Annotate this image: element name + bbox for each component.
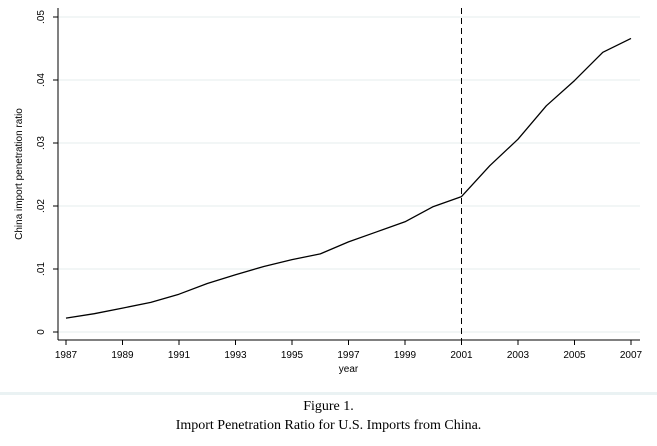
gridlines [58, 16, 640, 333]
y-tick-label: .02 [36, 199, 47, 213]
x-tick-label: 2001 [450, 350, 473, 361]
x-tick-label: 1989 [111, 350, 134, 361]
x-axis-ticks: 1987 1989 1991 1993 1995 1997 1999 2001 2003 2005… [55, 340, 643, 361]
x-tick-label: 2007 [620, 350, 643, 361]
x-tick-label: 1999 [394, 350, 417, 361]
y-axis-ticks: 0 .01 .02 .03 .04 .05 [36, 10, 58, 335]
y-tick-label: 0 [36, 329, 47, 335]
figure-caption: Import Penetration Ratio for U.S. Import… [175, 418, 482, 433]
line-chart: 1987 1989 1991 1993 1995 1997 1999 2001 2003 2005… [0, 8, 657, 395]
x-axis-title: year [339, 364, 359, 375]
y-tick-label: .04 [36, 73, 47, 87]
y-axis-title: China import penetration ratio [14, 108, 25, 240]
figure-label: Figure 1. [303, 399, 354, 414]
x-tick-label: 1991 [168, 350, 191, 361]
x-tick-label: 2003 [507, 350, 530, 361]
plot-area [58, 8, 638, 340]
chart-bottom-border [0, 392, 657, 395]
x-tick-label: 1987 [55, 350, 78, 361]
y-tick-label: .05 [36, 10, 47, 24]
y-tick-label: .03 [36, 136, 47, 150]
x-tick-label: 2005 [563, 350, 586, 361]
x-tick-label: 1993 [224, 350, 247, 361]
x-tick-label: 1995 [281, 350, 304, 361]
y-tick-label: .01 [36, 262, 47, 276]
series-line-china-import-penetration [65, 37, 632, 319]
x-tick-label: 1997 [337, 350, 360, 361]
